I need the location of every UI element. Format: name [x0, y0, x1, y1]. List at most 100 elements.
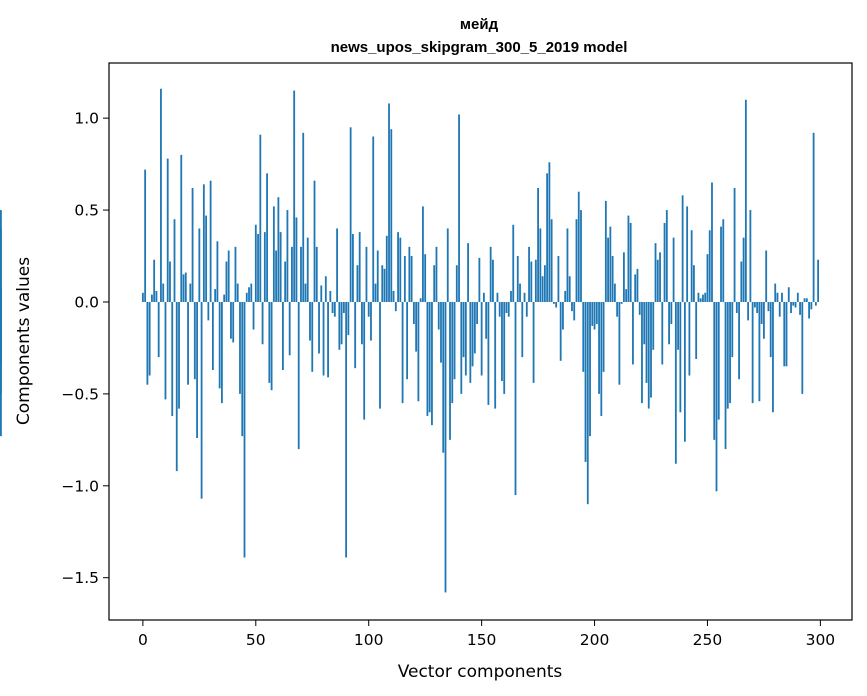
bar: [787, 287, 790, 302]
bar: [571, 301, 573, 312]
bar: [365, 246, 368, 302]
bar: [688, 301, 691, 376]
bar: [543, 265, 546, 302]
bar: [532, 301, 535, 383]
bar: [270, 301, 273, 391]
bar: [356, 265, 359, 302]
bar: [223, 294, 226, 302]
bar: [435, 246, 438, 302]
bar: [817, 259, 820, 302]
bar: [609, 226, 612, 302]
bar: [144, 169, 147, 302]
bar: [342, 301, 345, 314]
bar: [735, 301, 738, 314]
bar: [216, 241, 219, 302]
bar: [715, 301, 718, 492]
bar: [218, 301, 221, 389]
bar: [417, 301, 420, 402]
bar: [792, 301, 795, 306]
bar: [225, 261, 228, 302]
bar: [751, 301, 754, 404]
bar: [627, 215, 630, 302]
bar: [722, 219, 725, 302]
bar: [322, 301, 325, 376]
bar: [363, 301, 366, 420]
bar: [616, 301, 619, 317]
bar: [347, 301, 350, 336]
bar: [607, 237, 609, 302]
x-tick-label: 300: [806, 631, 836, 649]
bar: [379, 301, 381, 409]
bar: [778, 301, 781, 317]
bar: [478, 257, 481, 302]
bar: [670, 301, 673, 325]
bar: [767, 301, 770, 312]
bar: [239, 301, 241, 394]
bar: [431, 301, 433, 426]
bar: [593, 301, 596, 330]
bar: [160, 88, 162, 302]
bar: [361, 301, 363, 345]
bar: [799, 301, 801, 315]
plot-frame: [108, 62, 853, 621]
bar: [731, 301, 734, 358]
bar: [595, 301, 598, 325]
bar: [376, 250, 379, 302]
bar: [656, 259, 659, 302]
bar: [598, 301, 600, 394]
bar: [693, 265, 695, 302]
y-tick-label: −1.5: [61, 569, 99, 587]
bar: [300, 246, 302, 302]
bar: [406, 301, 409, 380]
bar: [808, 301, 810, 319]
bar: [345, 301, 348, 558]
bar: [552, 301, 555, 304]
bar: [440, 301, 442, 363]
bar: [476, 301, 479, 325]
bar: [661, 301, 664, 365]
bar: [702, 294, 704, 302]
bar: [446, 228, 449, 302]
bar: [412, 301, 415, 325]
bar: [641, 301, 643, 404]
bar: [275, 250, 278, 302]
bar: [589, 301, 591, 437]
bar: [573, 301, 576, 321]
x-tick-label: 250: [693, 631, 723, 649]
bar: [381, 265, 384, 302]
bar: [717, 301, 720, 420]
bar: [458, 114, 460, 302]
bar: [153, 259, 156, 302]
bar: [505, 301, 508, 314]
bar: [173, 219, 176, 302]
bar: [464, 301, 467, 376]
bar: [747, 301, 750, 321]
bar: [645, 301, 648, 383]
bar: [562, 301, 564, 330]
bar: [243, 301, 246, 558]
bar: [785, 301, 788, 367]
chart-title-line2: news_upos_skipgram_300_5_2019 model: [331, 39, 628, 56]
bar: [293, 90, 296, 302]
bar: [426, 301, 429, 416]
bar: [772, 301, 774, 413]
bar: [272, 206, 275, 302]
bar: [541, 276, 544, 302]
bar: [187, 301, 189, 385]
bar: [679, 301, 682, 413]
x-tick-label: 0: [138, 631, 148, 649]
bar: [812, 132, 815, 302]
bar: [403, 256, 406, 302]
bar: [494, 301, 497, 409]
bar: [485, 301, 488, 339]
bar: [528, 246, 530, 302]
bar: [259, 134, 262, 302]
bar: [266, 173, 268, 302]
bar: [480, 301, 483, 376]
bar: [769, 301, 772, 358]
bar: [810, 301, 813, 310]
bar: [519, 283, 521, 302]
bar: [331, 301, 334, 314]
x-tick-label: 200: [580, 631, 610, 649]
bar: [600, 301, 603, 416]
